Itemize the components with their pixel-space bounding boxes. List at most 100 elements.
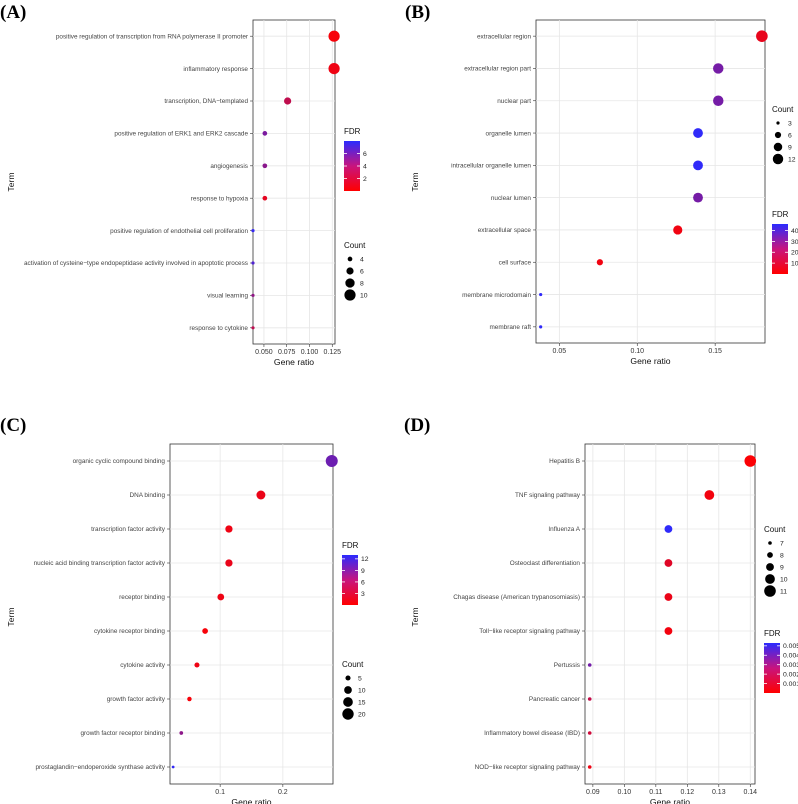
panel-b-count-legend-dot xyxy=(776,121,780,125)
panel-b-data-point xyxy=(756,30,768,42)
panel-c-fdr-tick-label: 3 xyxy=(361,591,365,598)
panel-d: (D) Hepatitis B TNF signaling pathway Influ… xyxy=(404,415,798,804)
panel-d-x-axis-title: Gene ratio xyxy=(650,797,690,804)
panel-c-data-point xyxy=(325,455,338,467)
panel-c-count-legend-dot xyxy=(343,697,353,707)
panel-d-term-label: Hepatitis B xyxy=(549,458,580,465)
panel-d-fdr-tick-label: 0.002 xyxy=(783,672,798,679)
panel-d-data-point xyxy=(664,593,673,601)
panel-c-fdr-colorbar xyxy=(342,555,358,605)
panel-d-fdr-legend-title: FDR xyxy=(764,629,781,638)
panel-d-data-point xyxy=(587,731,592,735)
panel-a-data-point xyxy=(284,97,292,105)
panel-c-term-label: nucleic acid binding transcription facto… xyxy=(34,560,166,567)
panel-c-data-point xyxy=(217,593,225,601)
panel-d-count-legend-dot xyxy=(767,552,773,558)
panel-a-data-point xyxy=(251,293,255,297)
panel-a-term-label: positive regulation of transcription fro… xyxy=(56,33,249,40)
panel-d-data-point xyxy=(587,765,592,769)
panel-b-term-label: membrane microdomain xyxy=(462,292,531,299)
panel-c-term-label: organic cyclic compound binding xyxy=(73,458,166,465)
panel-c-x-axis-title: Gene ratio xyxy=(231,797,271,804)
panel-d-count-legend-label: 8 xyxy=(780,552,784,559)
panel-b-term-label: cell surface xyxy=(499,259,532,266)
panel-a-data-point xyxy=(251,261,255,265)
panel-a-plot-area xyxy=(252,19,336,345)
panel-b-term-label: intracellular organelle lumen xyxy=(451,163,531,170)
panel-d-term-label: TNF signaling pathway xyxy=(515,492,581,499)
panel-b-fdr-tick-label: 40 xyxy=(791,228,798,235)
panel-a-fdr-tick-label: 4 xyxy=(363,163,367,170)
panel-d-term-label: Osteoclast differentiation xyxy=(510,560,581,567)
panel-a-fdr-legend-title: FDR xyxy=(344,127,361,136)
panel-d-count-legend-dot xyxy=(768,541,772,545)
panel-d-data-point xyxy=(587,697,592,701)
panel-d-data-point xyxy=(587,663,592,667)
panel-b-count-legend-dot xyxy=(774,131,782,139)
panel-c-plot-area xyxy=(169,443,334,785)
panel-c-data-point xyxy=(202,628,208,634)
panel-a-data-point xyxy=(262,195,268,201)
panel-b-term-label: nuclear part xyxy=(497,98,531,105)
panel-b-tick-label: 0.15 xyxy=(708,348,722,355)
panel-d-data-point xyxy=(744,455,757,467)
panel-b-count-legend-label: 9 xyxy=(788,144,792,151)
panel-a-fdr-tick-label: 6 xyxy=(363,151,367,158)
panel-d-count-legend-dot xyxy=(766,563,774,571)
panel-b-count-legend-title: Count xyxy=(772,105,794,114)
panel-a-data-point xyxy=(328,30,340,42)
panel-a-tick-label: 0.125 xyxy=(324,349,342,356)
panel-c-tick-label: 0.1 xyxy=(215,789,225,796)
panel-d-count-legend-label: 11 xyxy=(780,588,787,595)
panel-d-fdr-tick-label: 0.001 xyxy=(783,681,798,688)
panel-d-tick-label: 0.12 xyxy=(681,789,695,796)
panel-b-fdr-tick-label: 10 xyxy=(791,261,798,268)
panel-b-term-label: extracellular region part xyxy=(464,66,531,73)
panel-b-data-point xyxy=(693,160,703,171)
panel-c-data-point xyxy=(225,525,233,533)
panel-a-fdr-colorbar xyxy=(344,141,360,191)
panel-c-count-legend-title: Count xyxy=(342,660,364,669)
panel-b-data-point xyxy=(713,63,724,74)
panel-b-tick-label: 0.05 xyxy=(553,348,567,355)
panel-a-data-point xyxy=(251,326,255,330)
panel-d-term-label: Toll−like receptor signaling pathway xyxy=(479,628,581,635)
panel-d-letter: (D) xyxy=(404,415,430,436)
panel-a-count-legend-label: 10 xyxy=(360,292,368,299)
panel-c: (C) organic cyclic compound binding DNA bi… xyxy=(0,415,369,804)
panel-a-data-point xyxy=(262,131,268,136)
panel-c-count-legend-dot xyxy=(345,675,351,681)
panel-d-data-point xyxy=(704,490,715,500)
panel-c-count-legend-label: 10 xyxy=(358,687,366,694)
panel-d-data-point xyxy=(664,627,673,635)
panel-d-term-label: Pancreatic cancer xyxy=(529,696,581,703)
panel-c-fdr-tick-label: 12 xyxy=(361,556,369,563)
panel-b-fdr-tick-label: 30 xyxy=(791,239,798,246)
panel-a-data-point xyxy=(328,63,340,75)
panel-a-term-label: visual learning xyxy=(207,293,248,300)
panel-a-tick-label: 0.050 xyxy=(255,349,273,356)
panel-c-term-label: receptor binding xyxy=(119,594,165,601)
panel-a-data-point xyxy=(251,229,255,233)
panel-a-term-label: response to cytokine xyxy=(189,325,248,332)
panel-a-term-label: positive regulation of ERK1 and ERK2 cas… xyxy=(114,131,248,138)
panel-b-fdr-tick-label: 20 xyxy=(791,250,798,257)
panel-b-term-label: extracellular region xyxy=(477,33,531,40)
panel-c-fdr-tick-label: 9 xyxy=(361,568,365,575)
panel-d-count-legend-label: 10 xyxy=(780,576,788,583)
panel-a-count-legend-dot xyxy=(345,278,355,288)
panel-b-term-label: nuclear lumen xyxy=(491,195,532,202)
panel-c-y-axis-title: Term xyxy=(6,607,16,626)
panel-d-count-legend-dot xyxy=(765,574,775,584)
panel-d-count-legend-title: Count xyxy=(764,525,786,534)
panel-d-fdr-tick-label: 0.005 xyxy=(783,643,798,650)
panel-b-term-label: membrane raft xyxy=(489,324,531,331)
panel-b-count-legend-dot xyxy=(772,153,784,165)
panel-c-data-point xyxy=(171,765,175,769)
panel-d-tick-label: 0.10 xyxy=(618,789,632,796)
panel-c-data-point xyxy=(225,559,233,567)
panel-b-count-legend-label: 12 xyxy=(788,156,796,163)
panel-b-count-legend-label: 3 xyxy=(788,120,792,127)
panel-d-count-legend-dot xyxy=(764,585,776,597)
